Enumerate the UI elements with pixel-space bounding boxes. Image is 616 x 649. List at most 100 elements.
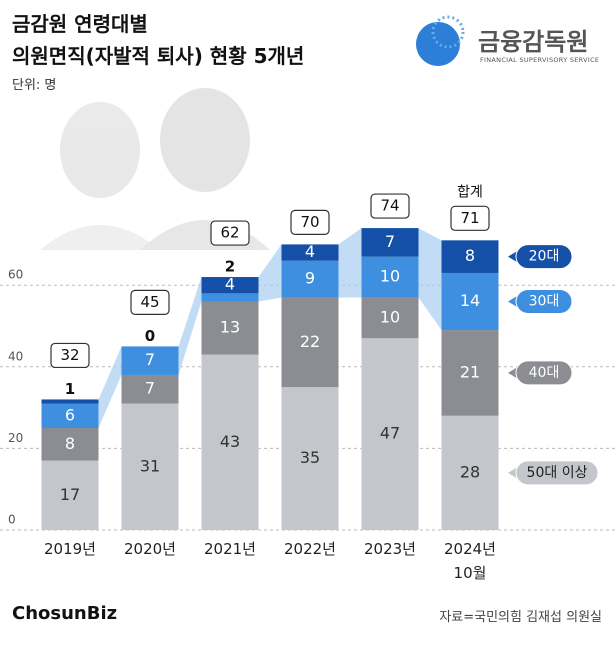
legend-item: 30대 xyxy=(508,289,573,315)
title: 의원면직(자발적 퇴사) 현황 5개년 xyxy=(12,44,305,68)
value-label: 0 xyxy=(145,327,155,345)
bar-segment xyxy=(41,399,99,404)
y-tick-label: 40 xyxy=(8,349,23,363)
bar-segment xyxy=(281,244,339,261)
total-box xyxy=(130,289,170,315)
value-label: 28 xyxy=(460,462,480,481)
bar-segment xyxy=(281,387,339,530)
value-label: 7 xyxy=(145,379,155,398)
brand: ChosunBiz xyxy=(12,603,118,624)
value-label: 31 xyxy=(140,456,160,475)
bar-segment xyxy=(361,297,419,339)
bar-segment xyxy=(201,293,259,302)
y-tick-label: 60 xyxy=(8,268,23,282)
bar-segment xyxy=(201,354,259,530)
x-tick-label: 2023년 xyxy=(364,540,416,558)
value-label: 47 xyxy=(380,424,400,443)
value-label: 4 xyxy=(305,242,315,261)
bar-segment xyxy=(201,277,259,294)
total-label: 70 xyxy=(300,213,319,231)
value-label: 7 xyxy=(385,232,395,251)
x-tick-label: 2021년 xyxy=(204,540,256,558)
value-label: 22 xyxy=(300,332,320,351)
legend-item: 50대 이상 xyxy=(508,460,599,486)
legend-pill xyxy=(515,360,573,386)
connector-band xyxy=(418,228,442,331)
bar-segment xyxy=(201,301,259,355)
legend-pointer xyxy=(508,366,518,379)
legend-label: 20대 xyxy=(529,249,560,265)
logo-mark xyxy=(416,15,465,66)
value-label: 7 xyxy=(145,350,155,369)
value-label: 13 xyxy=(220,318,240,337)
total-label: 32 xyxy=(60,346,79,364)
value-label: 8 xyxy=(465,246,475,265)
y-tick-label: 20 xyxy=(8,431,23,445)
bar-segment xyxy=(441,330,499,416)
bar-segment xyxy=(121,374,179,404)
bar-segment xyxy=(41,428,99,461)
legend-pointer xyxy=(508,295,518,308)
bar-segment xyxy=(121,346,179,375)
x-tick-label: 2020년 xyxy=(124,540,176,558)
legend-item: 40대 xyxy=(508,360,573,386)
unit: 단위: 명 xyxy=(12,78,57,93)
x-tick-label: 2019년 xyxy=(44,540,96,558)
total-box xyxy=(210,220,250,246)
total-note: 합계 xyxy=(457,184,483,200)
total-box xyxy=(50,342,90,369)
value-label: 21 xyxy=(460,362,480,381)
value-label: 1 xyxy=(65,380,75,398)
legend-label: 50대 이상 xyxy=(527,465,588,481)
value-label: 9 xyxy=(305,269,315,288)
logo-subtitle: FINANCIAL SUPERVISORY SERVICE xyxy=(480,56,600,64)
total-box xyxy=(450,205,490,231)
x-tick-label: 2022년 xyxy=(284,540,336,558)
value-label: 14 xyxy=(460,291,480,310)
value-label: 2 xyxy=(225,258,235,276)
total-label: 71 xyxy=(460,209,479,227)
bar-segment xyxy=(41,460,99,530)
bar-segment xyxy=(361,256,419,298)
value-label: 35 xyxy=(300,448,320,467)
value-label: 8 xyxy=(65,434,75,453)
connector-band xyxy=(258,244,282,302)
value-label: 10 xyxy=(380,307,400,326)
bar-segment xyxy=(441,240,499,273)
legend-item: 20대 xyxy=(508,244,573,270)
legend-pill xyxy=(515,460,599,486)
connector-band xyxy=(178,277,202,375)
bar-segment xyxy=(41,403,99,428)
total-box xyxy=(370,193,410,219)
y-tick-label: 0 xyxy=(8,513,16,527)
title: 금감원 연령대별 xyxy=(12,12,148,36)
logo-name: 금융감독원 xyxy=(478,28,589,56)
bar-segment xyxy=(281,260,339,298)
value-label: 43 xyxy=(220,432,240,451)
total-label: 45 xyxy=(140,293,159,311)
legend-pointer xyxy=(508,466,518,479)
legend-label: 40대 xyxy=(529,365,560,381)
bar-segment xyxy=(361,338,419,530)
bar-segment xyxy=(121,403,179,530)
source: 자료=국민의힘 김재섭 의원실 xyxy=(439,610,602,625)
value-label: 17 xyxy=(60,485,80,504)
value-label: 10 xyxy=(380,267,400,286)
total-label: 62 xyxy=(220,224,239,242)
value-label: 6 xyxy=(65,405,75,424)
legend-label: 30대 xyxy=(529,294,560,310)
connector-band xyxy=(98,346,122,428)
legend-pointer xyxy=(508,250,518,263)
bar-segment xyxy=(281,297,339,388)
value-label: 4 xyxy=(225,275,235,294)
bar-segment xyxy=(441,272,499,331)
total-box xyxy=(290,209,330,235)
bar-segment xyxy=(441,415,499,530)
connector-band xyxy=(338,228,362,298)
total-label: 74 xyxy=(380,197,399,215)
legend-pill xyxy=(515,289,573,315)
bar-segment xyxy=(361,228,419,257)
legend-pill xyxy=(515,244,573,270)
